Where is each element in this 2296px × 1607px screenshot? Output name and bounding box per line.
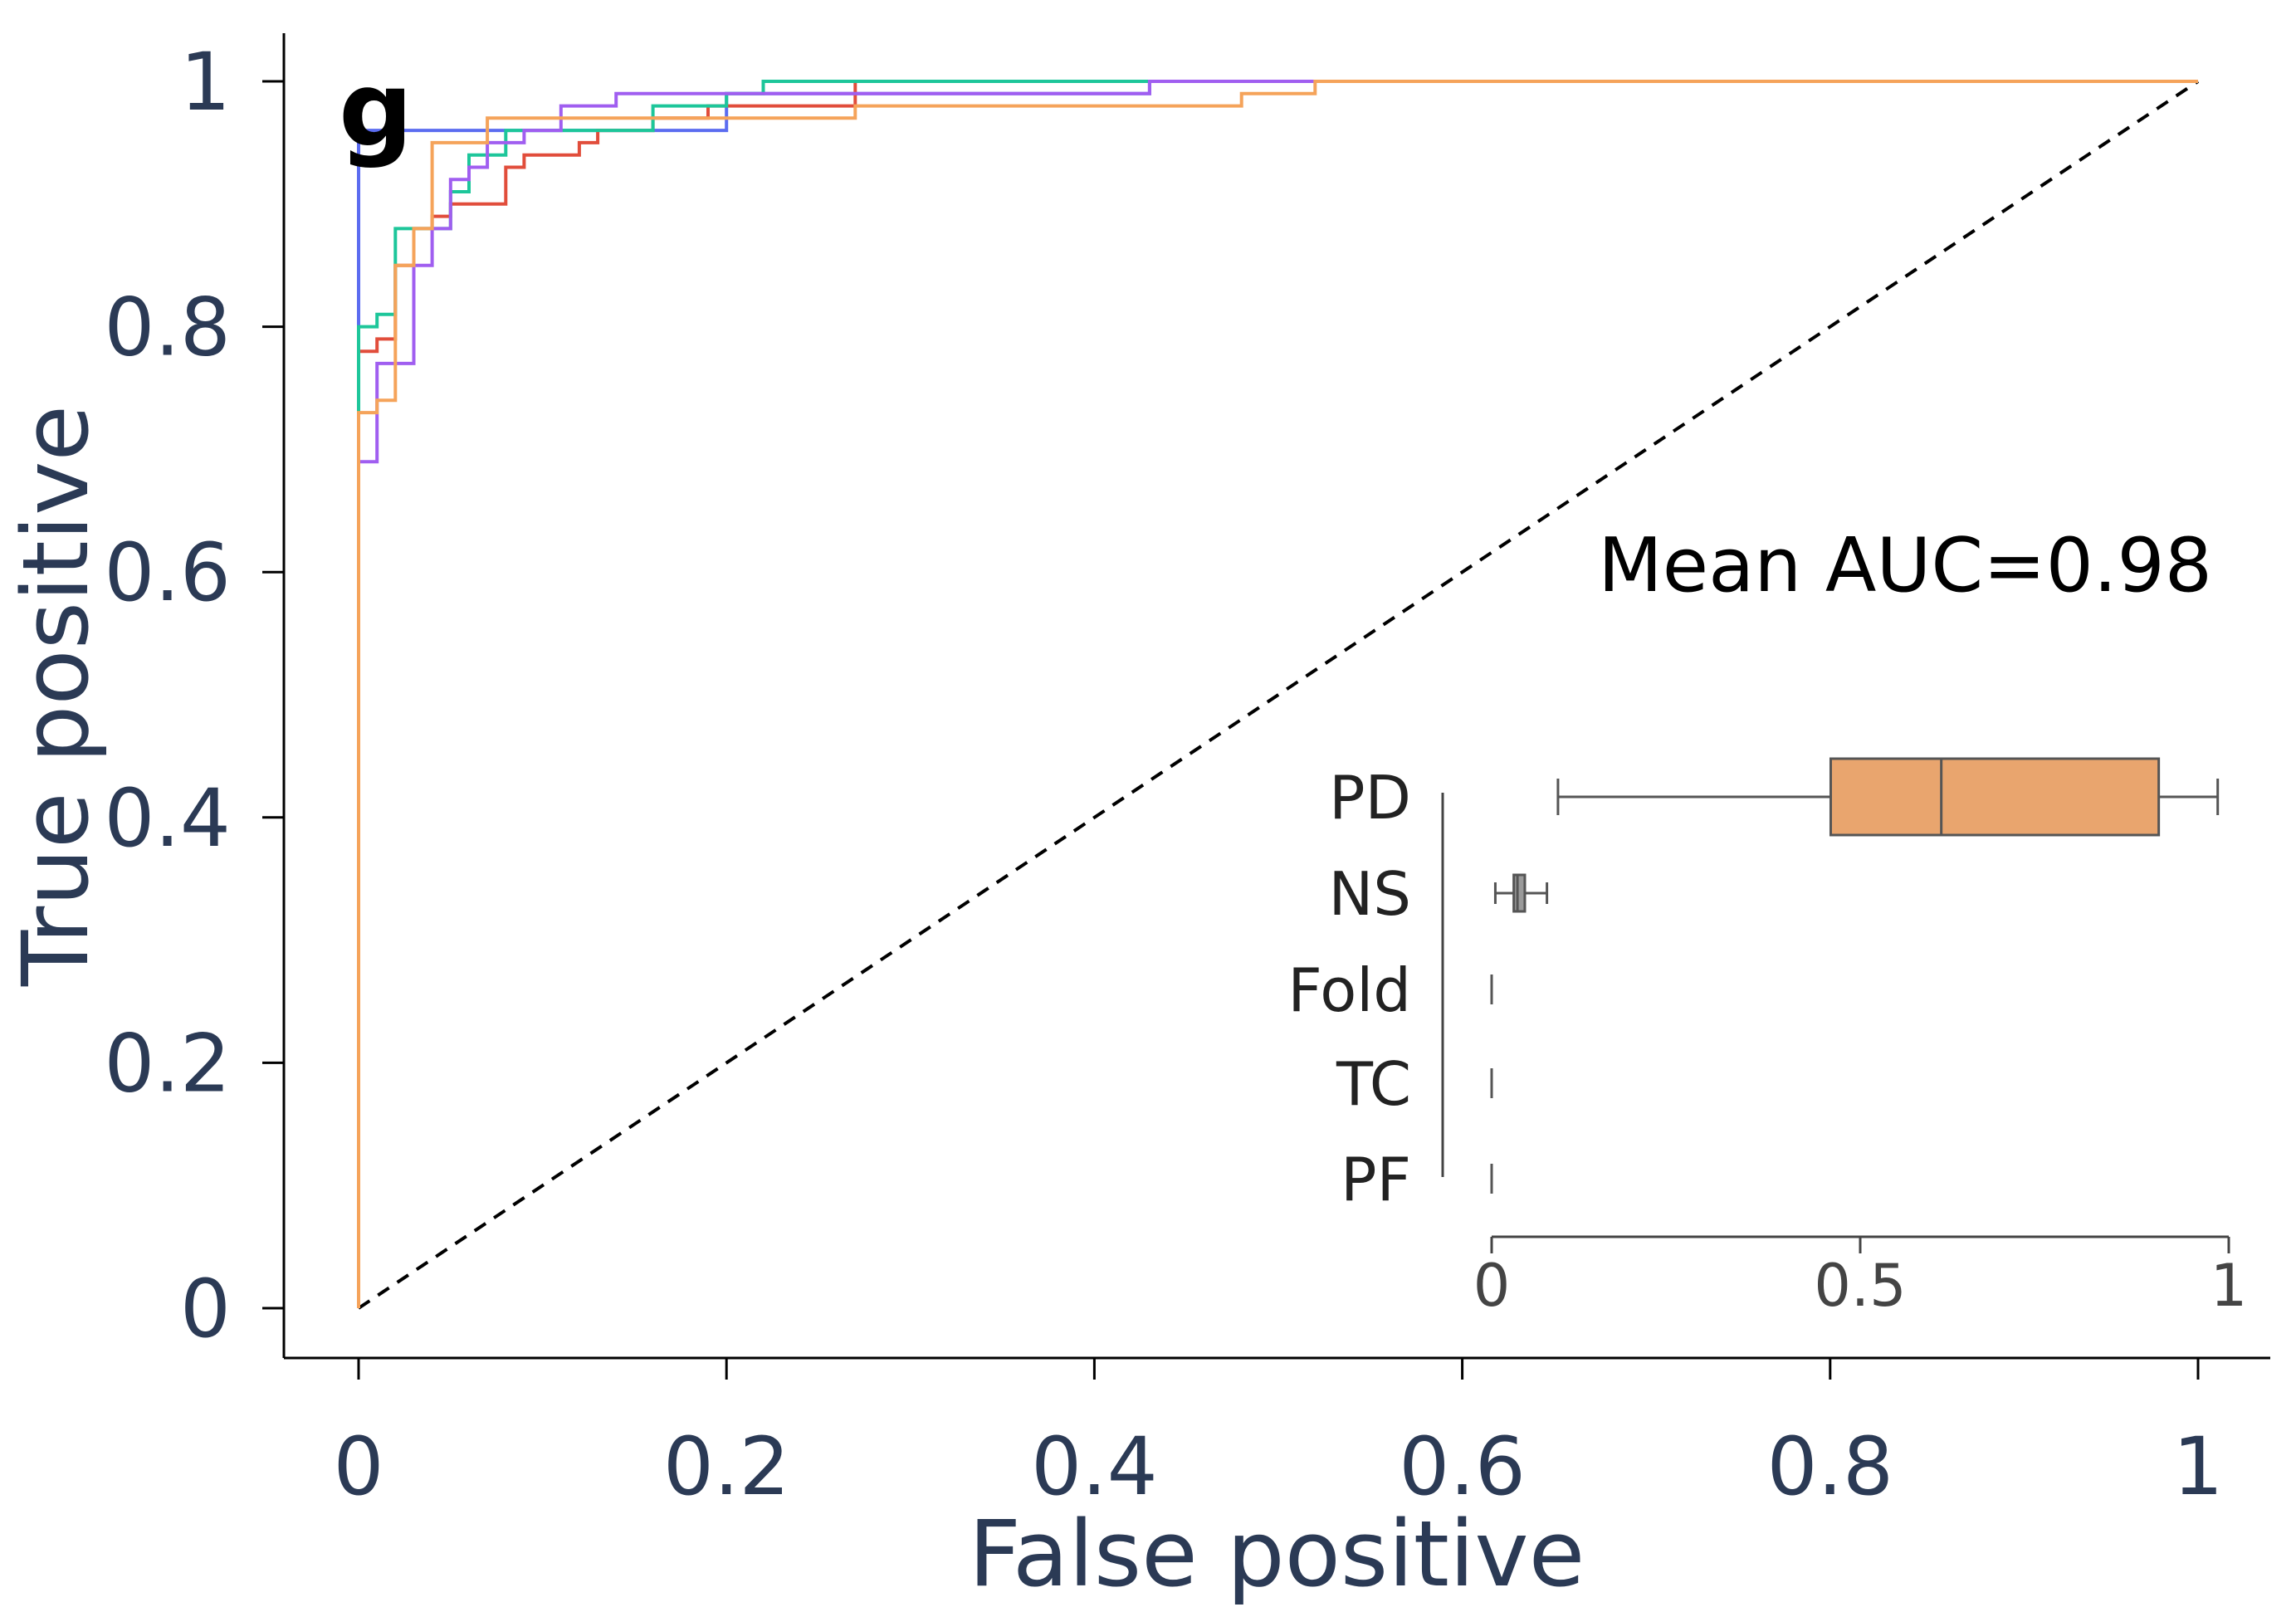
y-tick-label: 1 xyxy=(180,36,231,129)
roc-curve-5 xyxy=(357,80,2198,1308)
y-tick-label: 0.8 xyxy=(104,281,231,374)
mean-auc-annotation: Mean AUC=0.98 xyxy=(1598,522,2212,609)
y-tick-label: 0.4 xyxy=(104,772,231,865)
x-tick-label: 0.4 xyxy=(1031,1420,1158,1513)
x-tick-label: 0.8 xyxy=(1766,1420,1893,1513)
main-axes: 0 0.2 0.4 0.6 0.8 1 0 0.2 0.4 0.6 0.8 1 False posi… xyxy=(2,33,2270,1607)
inset-category-pf: PF xyxy=(1341,1145,1411,1214)
y-ticks: 0 0.2 0.4 0.6 0.8 1 xyxy=(104,36,284,1355)
inset-x-tick-label: 0 xyxy=(1473,1252,1511,1320)
x-tick-label: 0.6 xyxy=(1399,1420,1526,1513)
inset-box-pd xyxy=(1556,757,2220,837)
inset-x-tick-label: 0.5 xyxy=(1814,1252,1906,1320)
inset-x-ticks: 0 0.5 1 xyxy=(1473,1237,2248,1320)
roc-curve-4 xyxy=(357,80,2198,1308)
y-tick-label: 0.2 xyxy=(104,1017,231,1110)
x-tick-label: 0 xyxy=(333,1420,383,1513)
inset-box-ns xyxy=(1493,873,1549,913)
box-iqr xyxy=(1829,757,2161,837)
y-tick-label: 0 xyxy=(180,1263,231,1355)
inset-category-pd: PD xyxy=(1329,763,1411,833)
inset-category-labels: PD NS Fold TC PF xyxy=(1287,763,1411,1214)
x-tick-label: 0.2 xyxy=(663,1420,790,1513)
inset-x-tick-label: 1 xyxy=(2211,1252,2248,1320)
y-tick-label: 0.6 xyxy=(104,526,231,619)
chance-diagonal-line xyxy=(357,80,2200,1310)
inset-category-tc: TC xyxy=(1336,1049,1411,1119)
roc-series xyxy=(357,80,2198,1308)
inset-category-ns: NS xyxy=(1328,859,1411,929)
x-axis-label: False positive xyxy=(969,1501,1585,1607)
y-axis-label: True positive xyxy=(2,405,109,987)
box-iqr xyxy=(1512,873,1527,913)
x-ticks: 0 0.2 0.4 0.6 0.8 1 xyxy=(333,1358,2224,1513)
x-tick-label: 1 xyxy=(2172,1420,2223,1513)
inset-category-fold: Fold xyxy=(1287,955,1411,1025)
inset-boxes xyxy=(1490,757,2220,1194)
panel-label: g xyxy=(339,50,413,170)
